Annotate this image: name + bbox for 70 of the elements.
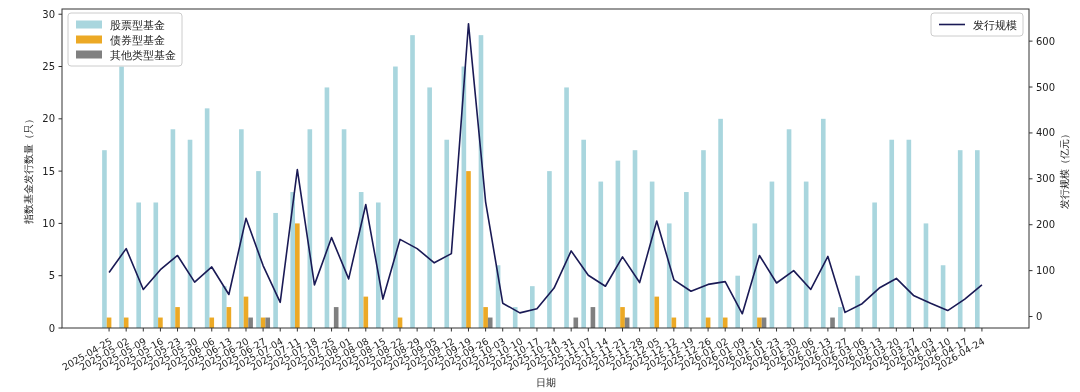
bar — [158, 317, 163, 328]
y-tick-label: 10 — [42, 217, 55, 229]
y2-tick-label: 600 — [1036, 35, 1056, 47]
bar — [119, 66, 124, 328]
y-tick-label: 20 — [42, 113, 55, 125]
y2-tick-label: 500 — [1036, 81, 1056, 93]
bar — [221, 286, 227, 328]
bar — [957, 150, 963, 328]
bar — [248, 317, 253, 328]
bar — [564, 87, 569, 328]
bar — [573, 317, 579, 328]
bar — [654, 296, 660, 328]
bar — [735, 275, 741, 328]
bar — [581, 139, 586, 328]
bar — [273, 212, 278, 328]
bar — [239, 129, 244, 328]
bar — [209, 317, 215, 328]
bar — [701, 150, 706, 328]
y2-tick-label: 200 — [1036, 219, 1056, 231]
bar — [620, 307, 625, 328]
x-axis-title: 日期 — [535, 377, 556, 388]
bar — [830, 317, 835, 328]
y-tick-label: 30 — [42, 8, 55, 20]
legend: 发行规模 — [930, 12, 1024, 37]
legend-label: 其他类型基金 — [110, 48, 176, 61]
bar — [598, 181, 604, 328]
y-tick-label: 0 — [48, 322, 55, 334]
bar — [855, 275, 860, 328]
bar — [466, 171, 471, 328]
bar — [975, 150, 980, 328]
bar — [410, 35, 415, 328]
bar — [530, 286, 535, 328]
bar — [666, 223, 672, 328]
legend-label: 债券型基金 — [110, 33, 165, 46]
bar — [427, 87, 432, 328]
bar — [838, 307, 843, 328]
legend-label: 发行规模 — [973, 18, 1017, 31]
bar — [757, 317, 762, 328]
bar — [290, 192, 296, 328]
bar — [483, 307, 488, 328]
bar — [872, 202, 877, 328]
bar — [102, 150, 107, 328]
y-tick-label: 15 — [42, 165, 55, 177]
bar — [722, 317, 728, 328]
y2-tick-label: 400 — [1036, 127, 1056, 139]
bar — [820, 118, 826, 328]
y2-tick-label: 0 — [1036, 311, 1043, 323]
bar — [153, 202, 159, 328]
bar — [547, 171, 552, 328]
bar — [175, 307, 180, 328]
bar — [487, 317, 493, 328]
y2-tick-label: 300 — [1036, 173, 1056, 185]
y-tick-label: 5 — [48, 270, 55, 282]
bar — [889, 139, 895, 328]
bar — [684, 192, 689, 328]
bar — [265, 317, 271, 328]
bar — [295, 223, 300, 328]
bar — [444, 139, 450, 328]
y2-tick-label: 100 — [1036, 265, 1056, 277]
bar — [393, 66, 398, 328]
bar — [718, 118, 723, 328]
bar — [136, 202, 141, 328]
bar — [256, 171, 261, 328]
bar — [512, 307, 518, 328]
bar — [375, 202, 381, 328]
bar — [363, 296, 369, 328]
y-axis-title: 指数基金发行数量（只） — [23, 113, 34, 225]
legend-label: 股票型基金 — [110, 18, 165, 31]
y2-axis-title: 发行规模（亿元） — [1059, 128, 1070, 209]
y-tick-label: 25 — [42, 61, 55, 73]
